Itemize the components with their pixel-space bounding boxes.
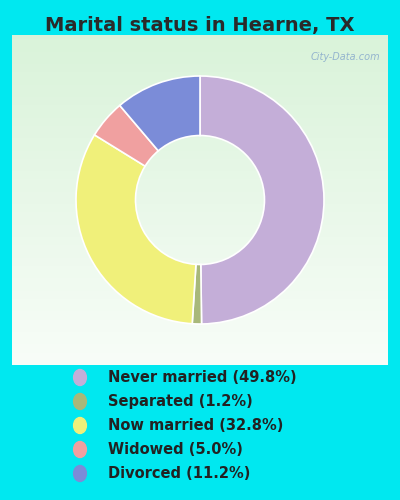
Bar: [12, 212, 388, 216]
Bar: [12, 274, 388, 278]
Bar: [12, 291, 388, 295]
Bar: [12, 204, 388, 208]
Bar: [12, 56, 388, 60]
Bar: [12, 72, 388, 76]
Wedge shape: [94, 106, 158, 166]
Bar: [12, 303, 388, 307]
Bar: [12, 80, 388, 84]
Text: Never married (49.8%): Never married (49.8%): [108, 370, 297, 385]
Bar: [12, 307, 388, 312]
Bar: [12, 196, 388, 200]
Bar: [12, 312, 388, 316]
Bar: [12, 246, 388, 250]
Bar: [12, 39, 388, 44]
Text: Now married (32.8%): Now married (32.8%): [108, 418, 283, 433]
Bar: [12, 154, 388, 159]
Bar: [12, 328, 388, 332]
Bar: [12, 262, 388, 266]
Bar: [12, 35, 388, 39]
Bar: [12, 229, 388, 233]
Bar: [12, 216, 388, 220]
Bar: [12, 159, 388, 163]
Bar: [12, 167, 388, 171]
Bar: [12, 163, 388, 167]
Bar: [12, 250, 388, 254]
Text: Marital status in Hearne, TX: Marital status in Hearne, TX: [45, 16, 355, 36]
Bar: [12, 126, 388, 130]
Bar: [12, 357, 388, 361]
Bar: [12, 352, 388, 357]
Bar: [12, 336, 388, 340]
Bar: [12, 176, 388, 180]
Bar: [12, 225, 388, 229]
Bar: [12, 208, 388, 212]
Text: City-Data.com: City-Data.com: [311, 52, 380, 62]
Bar: [12, 138, 388, 142]
Wedge shape: [120, 76, 200, 151]
Bar: [12, 76, 388, 80]
Bar: [12, 64, 388, 68]
Bar: [12, 114, 388, 117]
Text: Divorced (11.2%): Divorced (11.2%): [108, 466, 250, 481]
Bar: [12, 332, 388, 336]
Bar: [12, 361, 388, 365]
Bar: [12, 142, 388, 146]
Bar: [12, 295, 388, 299]
Bar: [12, 130, 388, 134]
Bar: [12, 192, 388, 196]
Bar: [12, 266, 388, 270]
Bar: [12, 340, 388, 344]
Bar: [12, 52, 388, 56]
Bar: [12, 171, 388, 175]
Bar: [12, 48, 388, 52]
Bar: [12, 97, 388, 101]
Text: Separated (1.2%): Separated (1.2%): [108, 394, 253, 409]
Bar: [12, 101, 388, 105]
Bar: [12, 110, 388, 114]
Bar: [12, 324, 388, 328]
Bar: [12, 278, 388, 282]
Bar: [12, 84, 388, 88]
Bar: [12, 44, 388, 48]
Bar: [12, 233, 388, 237]
Bar: [12, 118, 388, 122]
Bar: [12, 237, 388, 242]
Bar: [12, 348, 388, 352]
Bar: [12, 188, 388, 192]
Bar: [12, 270, 388, 274]
Bar: [12, 150, 388, 154]
Wedge shape: [192, 264, 202, 324]
Bar: [12, 286, 388, 291]
Bar: [12, 220, 388, 225]
Bar: [12, 254, 388, 258]
Bar: [12, 316, 388, 320]
Bar: [12, 134, 388, 138]
Bar: [12, 88, 388, 93]
Bar: [12, 68, 388, 72]
Bar: [12, 344, 388, 348]
Bar: [12, 93, 388, 97]
Bar: [12, 299, 388, 303]
Wedge shape: [200, 76, 324, 324]
Text: Widowed (5.0%): Widowed (5.0%): [108, 442, 243, 457]
Bar: [12, 122, 388, 126]
Bar: [12, 60, 388, 64]
Bar: [12, 200, 388, 204]
Bar: [12, 180, 388, 184]
Bar: [12, 242, 388, 246]
Bar: [12, 146, 388, 150]
Bar: [12, 282, 388, 286]
Bar: [12, 105, 388, 110]
Bar: [12, 320, 388, 324]
Bar: [12, 184, 388, 188]
Bar: [12, 258, 388, 262]
Wedge shape: [76, 135, 196, 324]
